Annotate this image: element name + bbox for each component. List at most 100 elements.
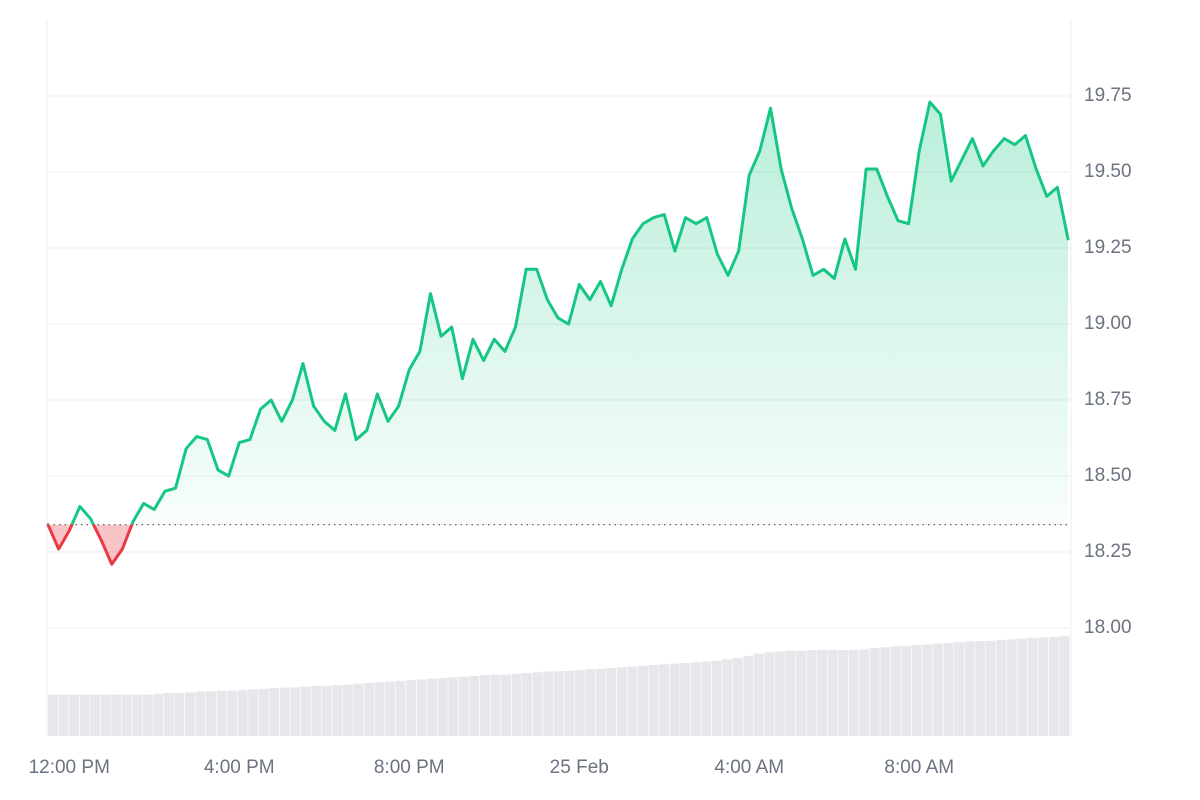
volume-bar [522,672,533,736]
volume-bar [511,673,522,736]
y-tick-label: 18.75 [1084,389,1132,410]
volume-bar [321,685,332,736]
y-tick-label: 18.25 [1084,541,1132,562]
volume-bar [996,640,1007,736]
volume-bar [954,642,965,736]
volume-bar [364,683,375,736]
volume-bar [975,641,986,736]
volume-bar [469,675,480,736]
volume-bar [1059,636,1070,736]
x-tick-label: 4:00 AM [714,757,784,778]
volume-bar [964,641,975,736]
volume-bar [1027,637,1038,736]
volume-bar [753,653,764,736]
volume-bar [184,692,195,736]
volume-bar [1038,637,1049,736]
volume-bar [869,647,880,736]
volume-bar [195,691,206,736]
volume-bar [933,643,943,736]
volume-bar [764,652,775,736]
volume-bar [817,650,828,736]
volume-layer [48,636,1070,736]
volume-bar [606,667,617,736]
volume-bar [353,683,364,736]
volume-bar [943,642,954,736]
volume-bar [69,694,80,736]
volume-bar [595,668,606,736]
volume-bar [300,686,311,736]
volume-bar [100,694,111,736]
volume-bar [890,646,901,736]
volume-bar [479,675,490,736]
volume-bar [743,655,754,736]
volume-bar [311,685,322,736]
x-tick-label: 4:00 PM [204,757,275,778]
volume-bar [648,665,659,736]
volume-bar [774,651,785,736]
volume-bar [732,657,743,736]
volume-bar [574,670,585,736]
volume-bar [785,650,796,736]
volume-bar [722,659,733,736]
volume-bar [701,661,712,736]
volume-bar [1006,639,1017,736]
volume-bar [248,689,259,736]
y-tick-label: 19.00 [1084,313,1132,334]
volume-bar [385,681,396,736]
volume-bar [985,640,996,736]
x-tick-label: 12:00 PM [29,757,110,778]
volume-bar [416,679,427,736]
volume-bar [111,694,122,736]
volume-bar [669,663,680,736]
y-tick-label: 18.50 [1084,465,1132,486]
volume-bar [206,691,216,736]
volume-bar [880,647,891,736]
volume-bar [922,644,933,736]
volume-bar [543,671,554,736]
volume-bar [859,649,870,736]
volume-bar [427,678,438,736]
volume-bar [690,662,701,736]
volume-bar [838,650,849,736]
volume-bar [237,690,248,736]
volume-bar [1048,636,1059,736]
volume-bar [711,660,722,736]
volume-bar [163,693,174,736]
volume-bar [585,669,596,736]
volume-bar [121,694,132,736]
y-tick-label: 19.75 [1084,85,1132,106]
volume-bar [142,694,153,736]
volume-bar [848,650,859,736]
volume-bar [58,694,69,736]
x-tick-label: 8:00 PM [374,757,445,778]
volume-bar [374,682,385,736]
volume-bar [227,690,238,736]
volume-bar [564,670,575,736]
volume-bar [258,688,269,736]
volume-bar [395,680,406,736]
volume-bar [490,674,501,736]
volume-bar [343,684,353,736]
volume-bar [90,694,101,736]
y-tick-label: 19.25 [1084,237,1132,258]
volume-bar [48,694,58,736]
volume-bar [659,664,670,736]
volume-bar [806,650,817,736]
volume-bar [616,667,627,736]
volume-bar [1017,638,1028,736]
volume-bar [680,662,691,736]
volume-bar [437,678,448,736]
volume-bar [627,666,638,736]
volume-bar [332,685,343,736]
volume-bar [153,693,164,736]
volume-bar [269,688,280,736]
volume-bar [458,676,469,736]
volume-bar [638,665,648,736]
volume-bar [827,650,838,736]
y-tick-label: 19.50 [1084,161,1132,182]
volume-bar [216,690,227,736]
volume-bar [79,694,90,736]
volume-bar [174,693,185,736]
volume-bar [448,677,459,736]
